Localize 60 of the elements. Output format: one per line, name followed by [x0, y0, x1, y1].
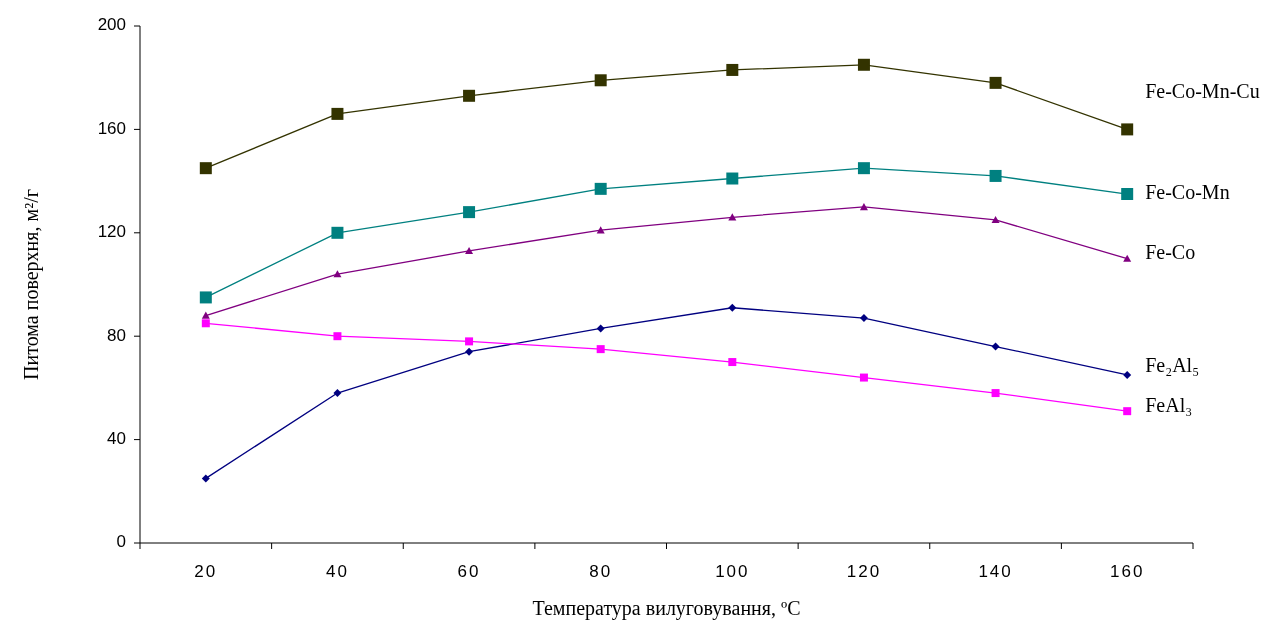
point: [859, 202, 868, 211]
point: [465, 347, 474, 356]
point: [333, 270, 342, 278]
point: [726, 63, 739, 76]
x-tick-label: 80: [589, 562, 613, 581]
point: [331, 107, 344, 120]
point: [465, 246, 474, 255]
y-tick-label: 200: [97, 15, 126, 35]
point: [991, 215, 1000, 224]
point: [1121, 123, 1134, 136]
x-tick-label: 160: [1110, 562, 1145, 581]
y-axis-title: Питома поверхня, м²/г: [20, 189, 43, 380]
point: [1123, 254, 1132, 262]
x-tick-label: 20: [194, 562, 218, 581]
point: [859, 373, 868, 382]
point: [991, 389, 1000, 398]
series-label: Fe-Co-Mn-Cu: [1145, 79, 1260, 102]
x-tick-label: 40: [325, 562, 349, 581]
x-axis-title: Температура вилуговування, ºC: [532, 597, 801, 620]
point: [201, 319, 210, 328]
point: [199, 162, 212, 175]
point: [1123, 407, 1132, 416]
y-tick-label: 80: [107, 325, 126, 345]
point: [594, 74, 607, 87]
point: [989, 169, 1002, 182]
point: [857, 162, 870, 175]
point: [989, 76, 1002, 89]
y-tick-label: 40: [107, 429, 126, 449]
point: [857, 58, 870, 71]
series-label: Fe₂Al₅: [1145, 353, 1200, 376]
y-tick-label: 160: [97, 118, 126, 138]
point: [331, 226, 344, 239]
point: [463, 206, 476, 219]
point: [465, 337, 474, 346]
point: [726, 172, 739, 185]
point: [728, 303, 737, 312]
point: [594, 182, 607, 195]
point: [201, 474, 210, 483]
y-tick-label: 120: [97, 222, 126, 242]
point: [333, 332, 342, 341]
series-label: FeAl₃: [1145, 393, 1193, 416]
point: [596, 345, 605, 354]
x-tick-label: 60: [457, 562, 481, 581]
point: [728, 358, 737, 367]
point: [859, 314, 868, 323]
series-label: Fe-Co: [1145, 241, 1196, 264]
point: [1121, 188, 1134, 201]
x-tick-label: 120: [846, 562, 882, 581]
point: [199, 291, 212, 304]
series-label: Fe-Co-Mn: [1145, 180, 1230, 203]
point: [333, 389, 342, 398]
x-tick-label: 100: [715, 562, 750, 581]
point: [596, 324, 605, 333]
point: [1123, 370, 1132, 379]
point: [596, 226, 605, 234]
x-tick-label: 140: [978, 562, 1013, 581]
point: [463, 89, 476, 102]
y-tick-label: 0: [116, 532, 126, 552]
point: [201, 311, 210, 319]
point: [991, 342, 1000, 351]
